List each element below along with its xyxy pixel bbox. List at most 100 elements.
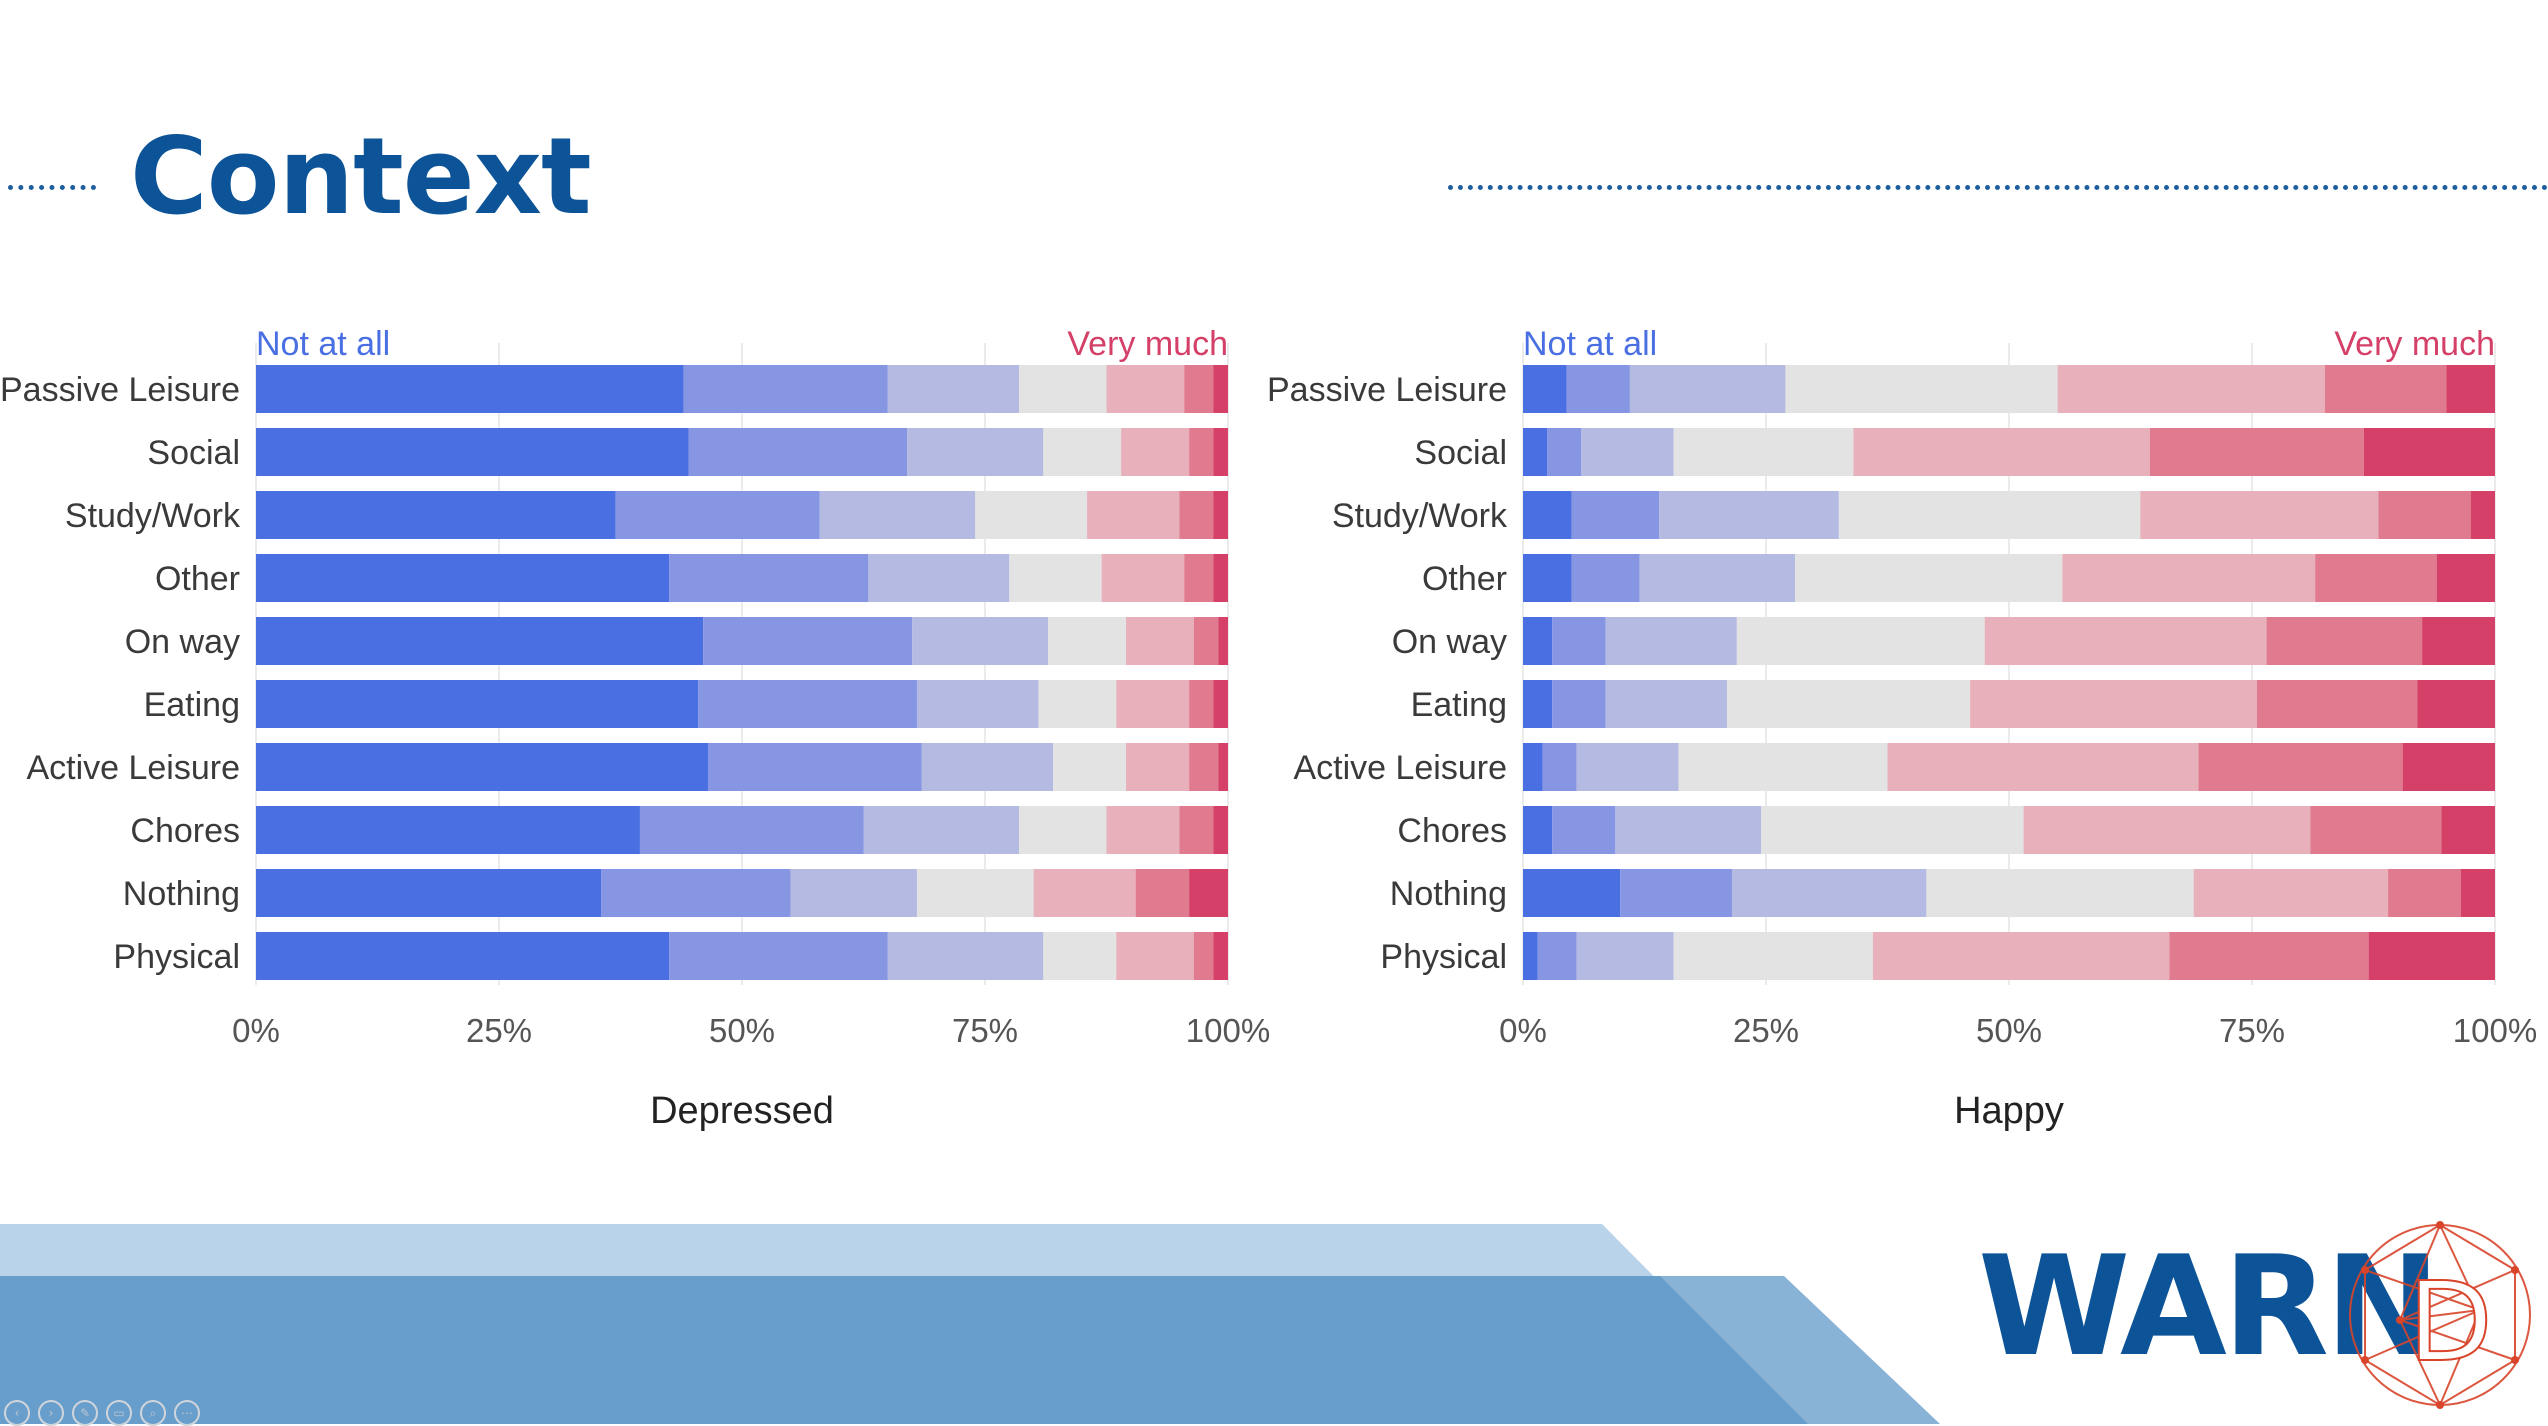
slides-icon[interactable]: ▭ (106, 1400, 132, 1426)
banner-main-band (0, 1276, 1808, 1424)
x-tick-label: 50% (709, 1012, 775, 1049)
nav-next-icon[interactable]: › (38, 1400, 64, 1426)
bar-segment (1887, 743, 2199, 791)
bar-segment (1179, 491, 1214, 539)
bar-segment (1853, 428, 2150, 476)
bar-segment (1795, 554, 2063, 602)
title-dotted-rule-left (8, 185, 96, 190)
bar-segment (1179, 806, 1214, 854)
bar-segment (2193, 869, 2389, 917)
bar-segment (256, 680, 699, 728)
bar-segment (1106, 806, 1180, 854)
scale-low-label: Not at all (256, 325, 390, 363)
bar-segment (2256, 680, 2418, 728)
bar-segment (1048, 617, 1126, 665)
slide-title: Context (130, 115, 592, 238)
bar-segment (707, 743, 922, 791)
bar-segment (1970, 680, 2257, 728)
bar-segment (912, 617, 1049, 665)
category-label: Active Leisure (26, 749, 240, 787)
bar-segment (2368, 932, 2495, 980)
bar-segment (907, 428, 1044, 476)
bar-segment (256, 743, 708, 791)
bar-segment (1523, 869, 1621, 917)
bar-segment (1116, 680, 1190, 728)
bar-segment (2378, 491, 2471, 539)
happy-chart: Passive Leisure Social Study/Work Other On w… (1267, 325, 2537, 1132)
x-axis-title: Depressed (650, 1090, 834, 1132)
bar-segment (2363, 428, 2495, 476)
bar-segment (1547, 428, 1582, 476)
bar-segment (1542, 743, 1577, 791)
bar-segment (1537, 932, 1577, 980)
bar-segment (669, 932, 888, 980)
bar-segment (1087, 491, 1180, 539)
bar-segment (1189, 428, 1214, 476)
bar-segment (1213, 491, 1228, 539)
category-label: Eating (144, 686, 240, 724)
bar-segment (256, 869, 602, 917)
bar-segment (1125, 743, 1190, 791)
scale-high-label: Very much (2334, 325, 2495, 363)
category-label: On way (125, 623, 240, 661)
bar-segment (1523, 554, 1572, 602)
bar-segment (887, 932, 1044, 980)
bar-segment (2422, 617, 2495, 665)
category-label: Passive Leisure (0, 371, 240, 409)
bar-segment (1673, 932, 1873, 980)
bar-segment (1038, 680, 1117, 728)
bar-segment (2315, 554, 2437, 602)
bar-segment (256, 617, 704, 665)
bar-segment (1184, 554, 1214, 602)
bar-segment (1552, 617, 1606, 665)
x-tick-label: 50% (1976, 1012, 2042, 1049)
bar-segment (1009, 554, 1102, 602)
bar-segment (2470, 491, 2495, 539)
bar-segment (1605, 680, 1728, 728)
warnd-logo-letter: D (2408, 1258, 2493, 1386)
bar-segment (1053, 743, 1126, 791)
bar-segment (1552, 806, 1616, 854)
bar-segment (1629, 365, 1786, 413)
x-tick-label: 100% (1186, 1012, 1270, 1049)
bar-segment (1033, 869, 1136, 917)
bar-segment (1984, 617, 2267, 665)
bar-segment (1019, 806, 1107, 854)
bar-segment (1571, 554, 1640, 602)
bar-segment (1523, 932, 1538, 980)
bar-segment (1731, 869, 1927, 917)
bar-segment (1019, 365, 1107, 413)
bar-segment (1523, 743, 1543, 791)
more-icon[interactable]: ⋯ (174, 1400, 200, 1426)
category-label: Other (155, 560, 240, 598)
category-label: Nothing (123, 875, 240, 913)
bar-segment (688, 428, 908, 476)
depressed-chart: Passive Leisure Social Study/Work Other On w… (0, 325, 1270, 1132)
warnd-logo-wordmark: WARN (1978, 1226, 2441, 1387)
bar-segment (2023, 806, 2311, 854)
bar-segment (256, 491, 616, 539)
category-label: Study/Work (1332, 497, 1508, 535)
title-dotted-rule-right (1448, 185, 2548, 190)
bar-segment (1116, 932, 1194, 980)
warnd-logo-mark-icon: D (2349, 1221, 2531, 1409)
bar-segment (1736, 617, 1985, 665)
bar-segment (1189, 680, 1214, 728)
bar-segment (1605, 617, 1737, 665)
bar-segment (683, 365, 888, 413)
bar-segment (1576, 743, 1679, 791)
nav-prev-icon[interactable]: ‹ (4, 1400, 30, 1426)
pen-icon[interactable]: ✎ (72, 1400, 98, 1426)
bar-segment (1785, 365, 2058, 413)
bar-segment (1106, 365, 1185, 413)
bar-segment (1581, 428, 1674, 476)
bar-segment (1615, 806, 1762, 854)
bar-segment (921, 743, 1054, 791)
bar-segment (1620, 869, 1732, 917)
zoom-icon[interactable]: ⌕ (140, 1400, 166, 1426)
category-label: Study/Work (65, 497, 241, 535)
category-label: Social (147, 434, 240, 472)
category-label: Physical (1380, 938, 1507, 976)
bar-segment (2310, 806, 2442, 854)
